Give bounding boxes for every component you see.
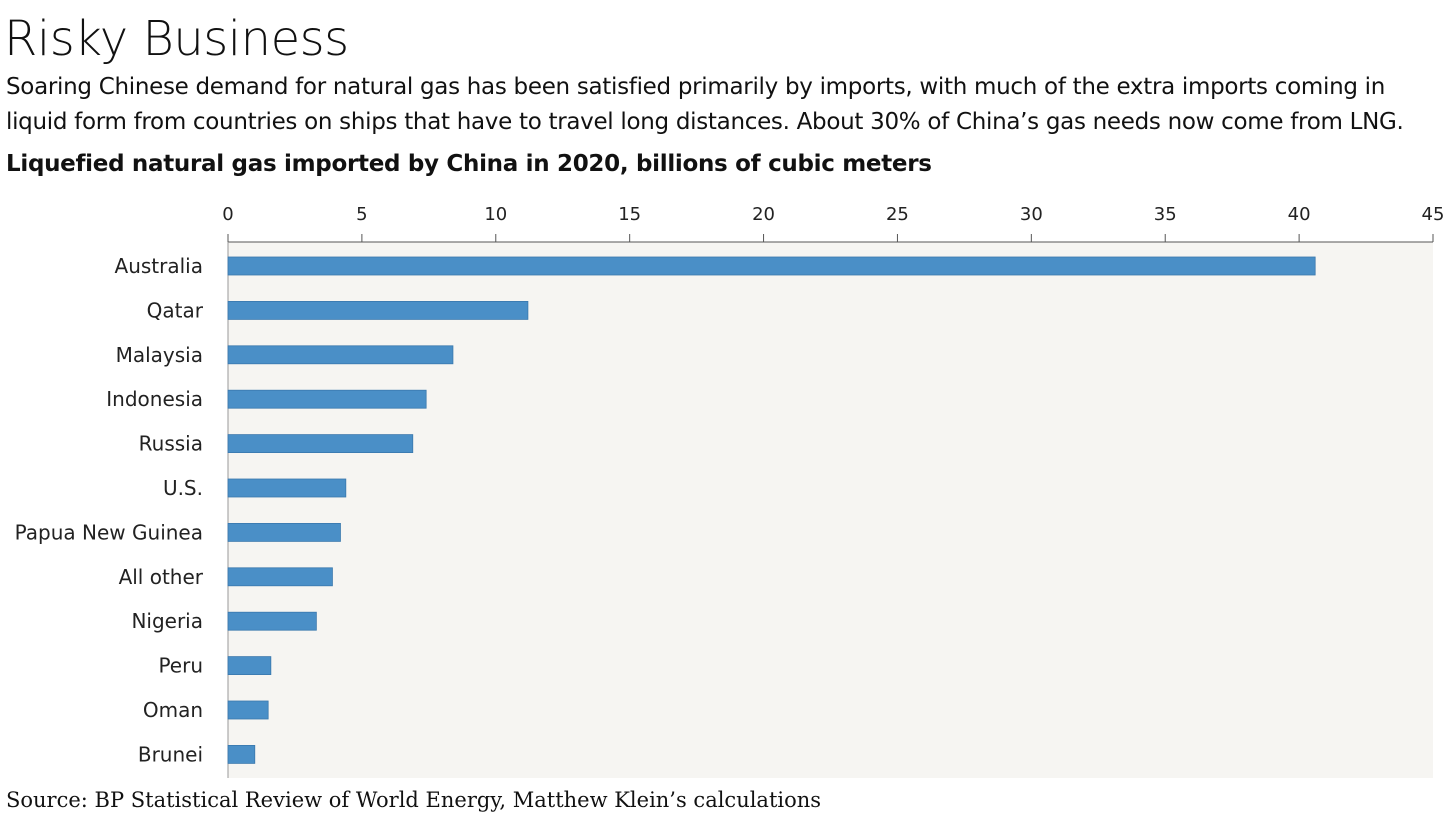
x-tick-label: 5 xyxy=(356,204,367,225)
bar-u-s xyxy=(227,478,347,498)
x-tick-label: 30 xyxy=(1020,204,1043,225)
bar-all-other xyxy=(227,567,333,587)
bar-australia xyxy=(227,256,1316,276)
category-label: Oman xyxy=(143,698,203,722)
chart-title-main: Risky Business xyxy=(4,11,349,67)
bar-peru xyxy=(227,656,272,676)
chart-heading: Liquefied natural gas imported by China … xyxy=(6,151,932,177)
bar-chart: 0 5 10 15 20 25 30 35 40 45 Australia Qatar Malaysi… xyxy=(15,204,1444,778)
category-label: Brunei xyxy=(138,742,203,766)
category-label: Nigeria xyxy=(131,609,203,633)
category-label: Indonesia xyxy=(106,387,203,411)
category-label: Peru xyxy=(158,654,203,678)
x-axis-ticks: 0 5 10 15 20 25 30 35 40 45 xyxy=(222,204,1444,242)
bar-papua-new-guinea xyxy=(227,522,341,542)
bar-qatar xyxy=(227,301,529,320)
x-tick-label: 45 xyxy=(1422,204,1445,225)
x-tick-label: 15 xyxy=(618,204,641,225)
x-tick-label: 40 xyxy=(1288,204,1311,225)
x-tick-label: 10 xyxy=(484,204,507,225)
bars-group xyxy=(227,256,1316,764)
bar-brunei xyxy=(227,745,256,764)
bar-oman xyxy=(227,700,269,720)
category-label: Russia xyxy=(139,432,203,456)
x-tick-label: 0 xyxy=(222,204,233,225)
category-label: U.S. xyxy=(163,476,203,500)
bar-malaysia xyxy=(227,345,454,365)
bar-indonesia xyxy=(227,389,427,409)
category-label: Papua New Guinea xyxy=(15,520,203,544)
category-label: Malaysia xyxy=(116,343,203,367)
category-label: Australia xyxy=(115,254,203,278)
x-tick-label: 20 xyxy=(752,204,775,225)
plot-background xyxy=(228,242,1433,778)
source-note: Source: BP Statistical Review of World E… xyxy=(6,788,822,812)
x-tick-label: 35 xyxy=(1154,204,1177,225)
category-label: All other xyxy=(119,565,204,589)
bar-nigeria xyxy=(227,611,317,631)
category-label: Qatar xyxy=(147,298,204,322)
bar-russia xyxy=(227,434,414,454)
chart-subtitle: Soaring Chinese demand for natural gas h… xyxy=(6,74,1404,135)
x-tick-label: 25 xyxy=(886,204,909,225)
category-labels: Australia Qatar Malaysia Indonesia Russia U.S… xyxy=(15,254,204,766)
